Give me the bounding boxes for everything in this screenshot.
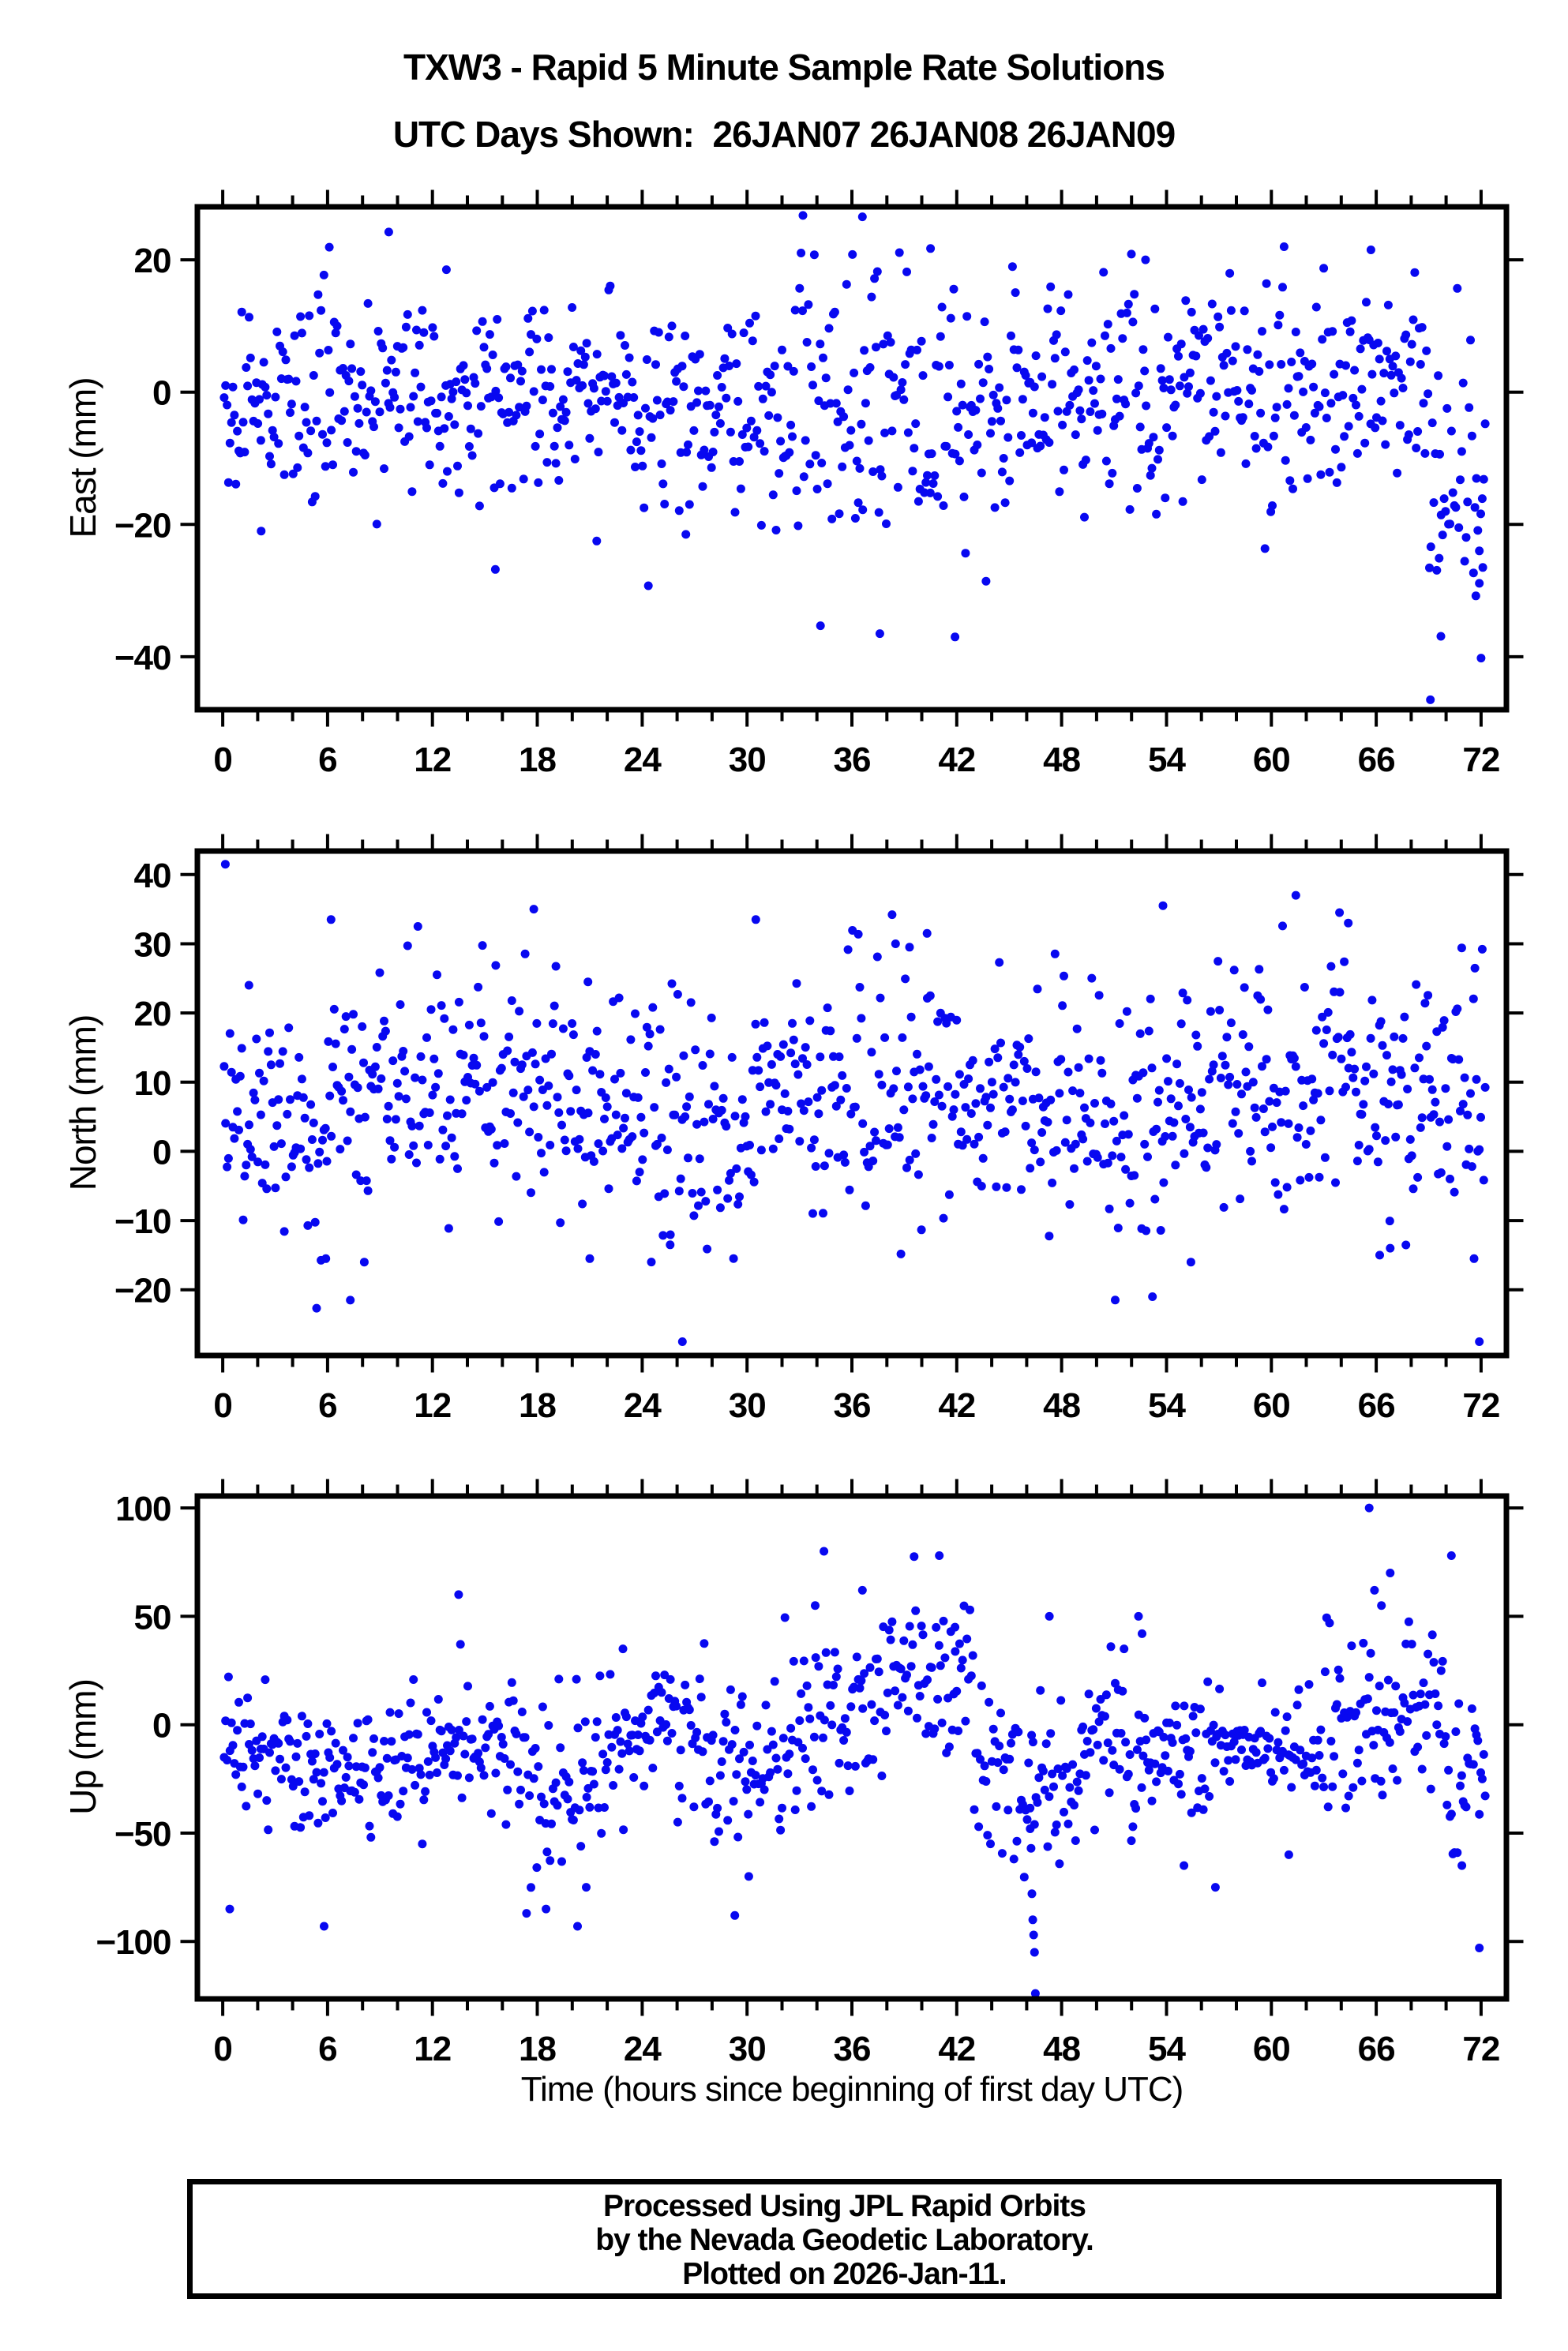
svg-text:36: 36 [834, 1386, 871, 1425]
svg-text:6: 6 [318, 1386, 336, 1425]
svg-text:0: 0 [152, 1707, 171, 1745]
svg-text:72: 72 [1462, 741, 1499, 779]
up-tick-labels: 0 6 12 18 24 30 36 42 48 54 60 66 72 100 50 0 −50 −100 [96, 1490, 1500, 2068]
east-tick-labels: 0 6 12 18 24 30 36 42 48 54 60 66 72 20 0 −20 −40 [114, 242, 1501, 779]
up-panel: 0 6 12 18 24 30 36 42 48 54 60 66 72 100 50 0 −50 −100 [96, 1479, 1524, 2068]
svg-text:54: 54 [1148, 1386, 1186, 1425]
svg-text:10: 10 [134, 1064, 171, 1103]
svg-text:−20: −20 [114, 506, 171, 545]
svg-text:100: 100 [115, 1490, 171, 1528]
up-axes [180, 1479, 1524, 2016]
svg-text:42: 42 [938, 1386, 975, 1425]
svg-text:50: 50 [134, 1598, 171, 1637]
svg-text:0: 0 [213, 2030, 231, 2068]
svg-text:12: 12 [414, 1386, 451, 1425]
east-panel: 0 6 12 18 24 30 36 42 48 54 60 66 72 20 0 −20 −40 [114, 189, 1524, 779]
svg-text:60: 60 [1253, 741, 1290, 779]
up-points [219, 1503, 1490, 1998]
page-subtitle: UTC Days Shown: 26JAN07 26JAN08 26JAN09 [392, 114, 1176, 155]
page-title: TXW3 - Rapid 5 Minute Sample Rate Soluti… [403, 47, 1165, 88]
svg-text:0: 0 [152, 1133, 171, 1172]
svg-text:−20: −20 [114, 1272, 171, 1310]
svg-text:6: 6 [318, 741, 336, 779]
svg-text:24: 24 [624, 741, 662, 779]
north-points [219, 860, 1490, 1346]
footer-line-2: by the Nevada Geodetic Laboratory. [595, 2223, 1094, 2257]
svg-text:24: 24 [624, 1386, 662, 1425]
east-points [219, 211, 1490, 704]
svg-text:−50: −50 [114, 1815, 171, 1854]
north-axes [180, 834, 1524, 1373]
svg-text:48: 48 [1043, 1386, 1080, 1425]
svg-text:20: 20 [134, 995, 171, 1033]
north-tick-labels: 0 6 12 18 24 30 36 42 48 54 60 66 72 40 30 20 10 0 −10 −20 [114, 857, 1501, 1425]
svg-text:48: 48 [1043, 741, 1080, 779]
svg-text:54: 54 [1148, 741, 1186, 779]
svg-text:0: 0 [213, 741, 231, 779]
svg-text:40: 40 [134, 857, 171, 895]
svg-text:6: 6 [318, 2030, 336, 2068]
up-frame [194, 1493, 1510, 2002]
svg-text:30: 30 [729, 1386, 766, 1425]
svg-text:18: 18 [519, 2030, 556, 2068]
svg-text:54: 54 [1148, 2030, 1186, 2068]
svg-text:12: 12 [414, 741, 451, 779]
svg-text:0: 0 [213, 1386, 231, 1425]
svg-text:66: 66 [1358, 1386, 1395, 1425]
svg-text:60: 60 [1253, 1386, 1290, 1425]
svg-text:18: 18 [519, 1386, 556, 1425]
x-axis-label: Time (hours since beginning of first day… [520, 2070, 1184, 2109]
svg-text:72: 72 [1462, 1386, 1499, 1425]
svg-text:12: 12 [414, 2030, 451, 2068]
svg-text:−100: −100 [96, 1923, 171, 1962]
svg-text:48: 48 [1043, 2030, 1080, 2068]
svg-text:66: 66 [1358, 741, 1395, 779]
north-frame [194, 848, 1510, 1359]
svg-text:72: 72 [1462, 2030, 1499, 2068]
svg-text:−40: −40 [114, 639, 171, 677]
svg-text:36: 36 [834, 2030, 871, 2068]
east-frame [194, 204, 1510, 713]
svg-text:18: 18 [519, 741, 556, 779]
svg-text:36: 36 [834, 741, 871, 779]
svg-text:30: 30 [729, 2030, 766, 2068]
footer-line-3: Plotted on 2026-Jan-11. [682, 2257, 1007, 2291]
footer-line-1: Processed Using JPL Rapid Orbits [603, 2189, 1086, 2223]
east-axes [180, 189, 1524, 727]
svg-text:42: 42 [938, 2030, 975, 2068]
svg-text:−10: −10 [114, 1202, 171, 1241]
north-panel: 0 6 12 18 24 30 36 42 48 54 60 66 72 40 30 20 10 0 −10 −20 [114, 834, 1524, 1425]
svg-text:60: 60 [1253, 2030, 1290, 2068]
svg-text:24: 24 [624, 2030, 662, 2068]
svg-text:30: 30 [134, 926, 171, 965]
footer-box: Processed Using JPL Rapid Orbits by the … [187, 2179, 1502, 2299]
svg-text:0: 0 [152, 374, 171, 413]
svg-text:20: 20 [134, 242, 171, 280]
svg-text:30: 30 [729, 741, 766, 779]
svg-text:66: 66 [1358, 2030, 1395, 2068]
svg-text:42: 42 [938, 741, 975, 779]
